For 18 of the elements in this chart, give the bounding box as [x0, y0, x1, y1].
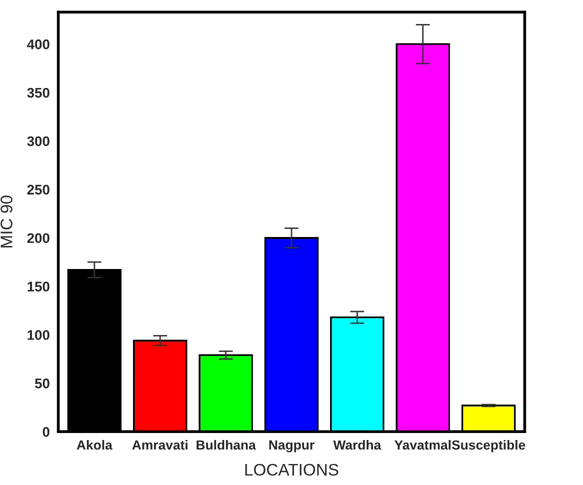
x-tick-label: Amravati — [132, 440, 188, 450]
y-tick-label: 100 — [28, 330, 50, 340]
y-tick-label: 200 — [27, 233, 50, 244]
x-tick-label: Akola — [76, 440, 112, 450]
y-tick-label: 300 — [27, 136, 50, 146]
x-tick-label: Buldhana — [196, 440, 256, 450]
x-tick-label: Susceptible — [452, 440, 526, 452]
y-tick-label: 150 — [28, 282, 50, 292]
x-tick-label: Nagpur — [269, 440, 314, 452]
y-tick-label: 0 — [42, 426, 50, 437]
y-tick-label: 50 — [34, 378, 50, 388]
y-tick-label: 400 — [27, 39, 50, 50]
x-axis-title: LOCATIONS — [245, 464, 338, 476]
y-tick-label: 250 — [27, 184, 50, 195]
x-tick-label: Wardha — [333, 440, 382, 450]
y-tick-label: 350 — [27, 88, 50, 98]
y-axis-title: MIC 90 — [0, 196, 12, 248]
x-tick-label: Yavatmal — [394, 440, 451, 450]
